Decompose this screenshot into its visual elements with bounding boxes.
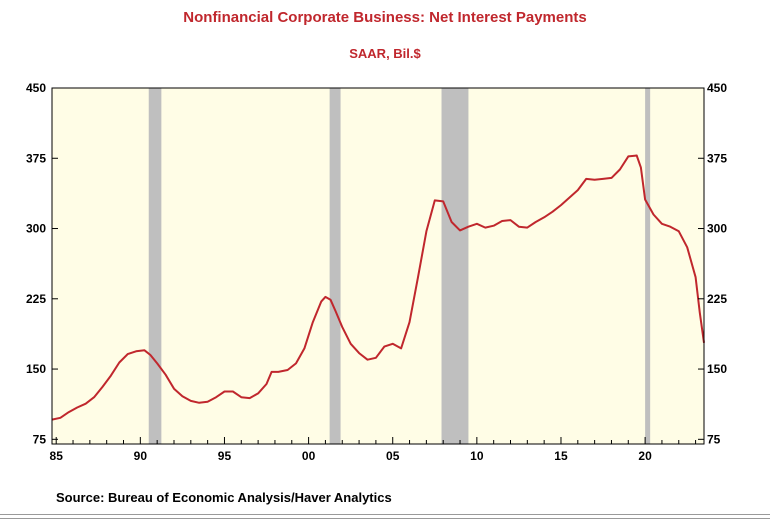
bottom-divider <box>0 514 770 519</box>
y-tick-label-left: 450 <box>26 81 46 95</box>
y-tick-label-left: 375 <box>26 151 46 165</box>
x-tick-label: 95 <box>218 449 232 463</box>
y-tick-label-right: 75 <box>707 432 721 446</box>
y-tick-label-right: 375 <box>707 151 727 165</box>
x-tick-label: 85 <box>50 449 64 463</box>
x-tick-label: 00 <box>302 449 316 463</box>
y-tick-label-left: 300 <box>26 222 46 236</box>
recession-band <box>441 88 469 444</box>
chart-subtitle: SAAR, Bil.$ <box>349 46 421 61</box>
x-tick-label: 90 <box>134 449 148 463</box>
x-tick-label: 15 <box>554 449 568 463</box>
x-tick-label: 05 <box>386 449 400 463</box>
recession-band <box>645 88 651 444</box>
recession-band <box>148 88 162 444</box>
y-tick-label-left: 150 <box>26 362 46 376</box>
series-line <box>51 154 705 421</box>
y-tick-label-left: 225 <box>26 292 46 306</box>
plot-frame <box>51 87 705 445</box>
chart-title: Nonfinancial Corporate Business: Net Int… <box>183 9 587 26</box>
x-tick-label: 20 <box>638 449 652 463</box>
recession-band <box>329 88 341 444</box>
source-note: Source: Bureau of Economic Analysis/Have… <box>56 490 392 505</box>
y-tick-label-right: 300 <box>707 222 727 236</box>
x-tick-label: 10 <box>470 449 484 463</box>
y-tick-label-left: 75 <box>33 432 47 446</box>
y-tick-label-right: 450 <box>707 81 727 95</box>
y-tick-label-right: 225 <box>707 292 727 306</box>
y-tick-label-right: 150 <box>707 362 727 376</box>
